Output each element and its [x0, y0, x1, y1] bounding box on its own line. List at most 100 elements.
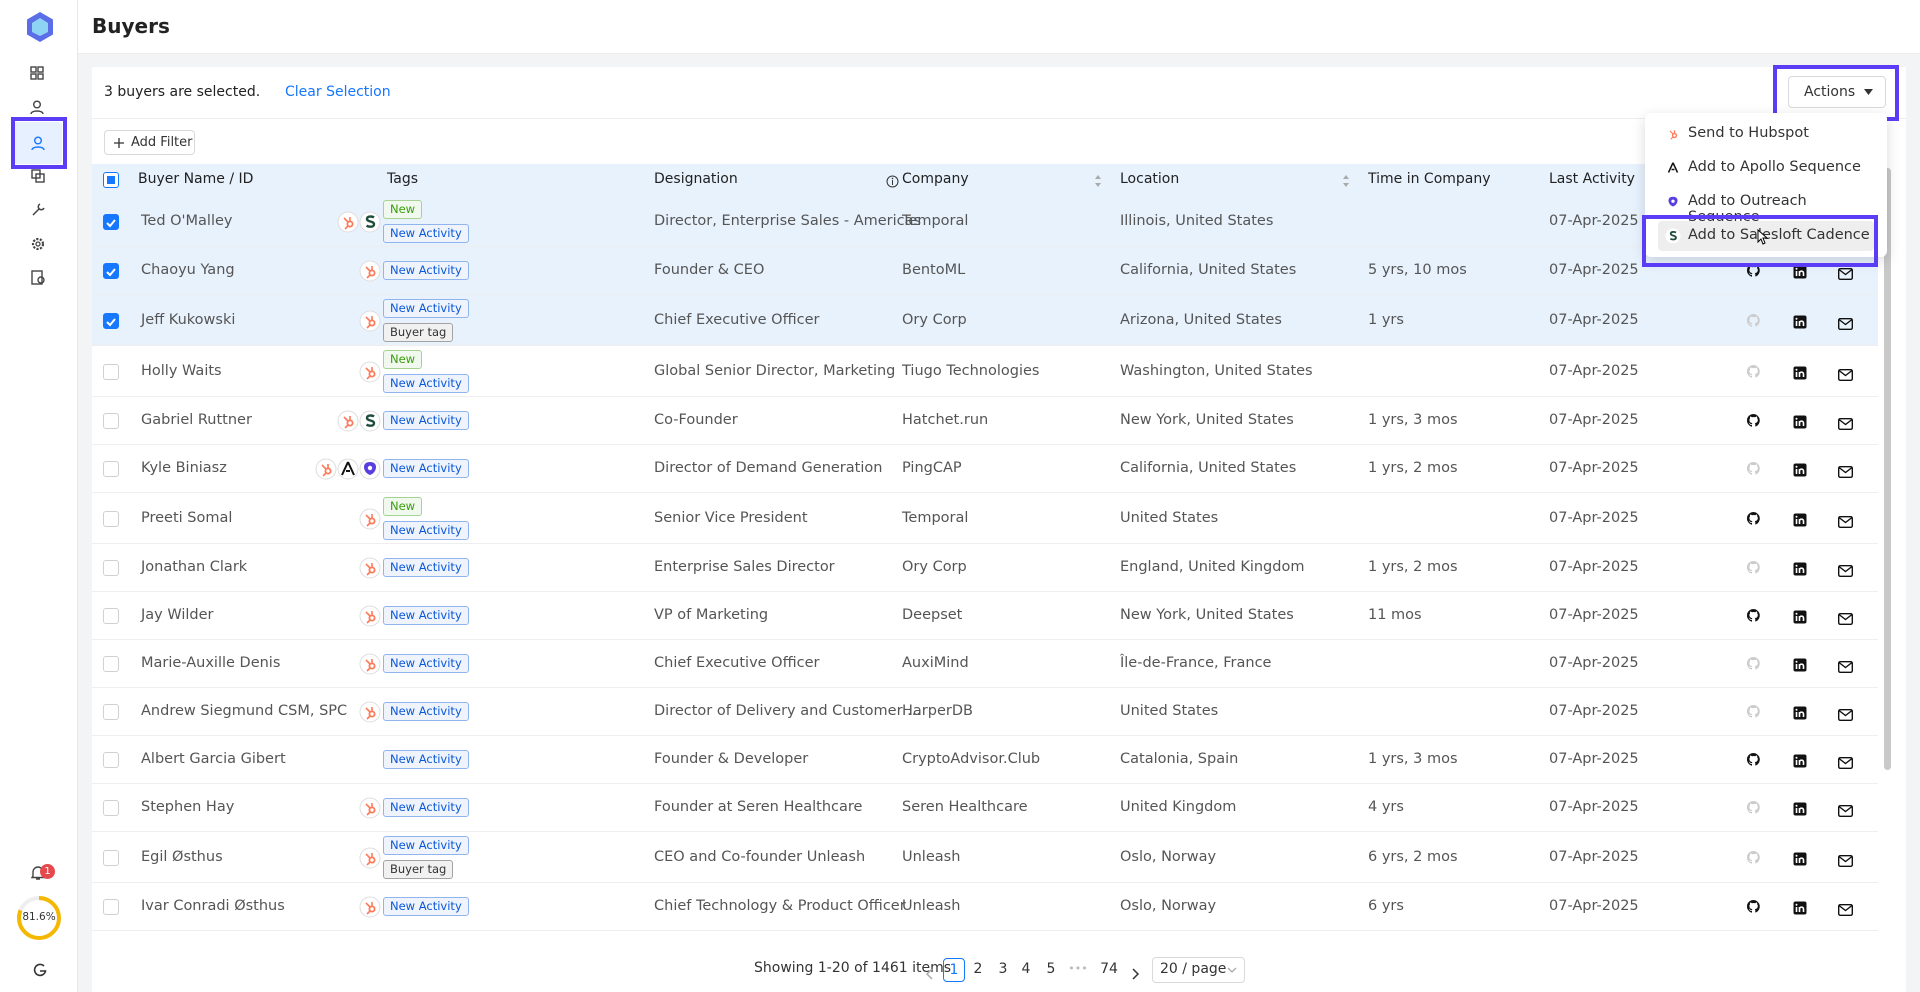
nav-reports[interactable]: [31, 270, 45, 285]
table-row[interactable]: [92, 346, 1878, 397]
tag[interactable]: New Activity: [383, 223, 469, 243]
row-checkbox[interactable]: [103, 560, 119, 576]
buyer-name[interactable]: Jonathan Clark: [141, 559, 248, 575]
prev-page[interactable]: [925, 965, 933, 984]
tag[interactable]: Buyer tag: [383, 322, 454, 342]
linkedin-icon[interactable]: [1793, 609, 1807, 624]
scrollbar[interactable]: [1884, 168, 1891, 770]
row-checkbox[interactable]: [103, 704, 119, 720]
tag[interactable]: New Activity: [383, 835, 469, 855]
tag[interactable]: New: [383, 349, 423, 369]
linkedin-icon[interactable]: [1793, 801, 1807, 816]
menu-item[interactable]: Add to Apollo Sequence: [1658, 153, 1874, 183]
nav-buyers[interactable]: [31, 136, 45, 151]
linkedin-icon[interactable]: [1793, 561, 1807, 576]
github-icon[interactable]: [1746, 608, 1761, 623]
tag[interactable]: New Activity: [383, 897, 469, 916]
source-icon[interactable]: [359, 310, 381, 332]
buyer-name[interactable]: Chaoyu Yang: [141, 262, 235, 278]
column-header[interactable]: Time in Company: [1368, 171, 1491, 187]
github-icon[interactable]: [1746, 850, 1761, 865]
sort-icon[interactable]: [1094, 173, 1102, 192]
source-icon[interactable]: [359, 508, 381, 530]
tag[interactable]: New Activity: [383, 520, 469, 540]
linkedin-icon[interactable]: [1793, 657, 1807, 672]
source-icon[interactable]: [359, 557, 381, 579]
table-row[interactable]: [92, 493, 1878, 544]
row-checkbox[interactable]: [103, 752, 119, 768]
mail-icon[interactable]: [1837, 366, 1854, 381]
github-icon[interactable]: [1746, 461, 1761, 476]
row-checkbox[interactable]: [103, 608, 119, 624]
header-checkbox[interactable]: [103, 172, 119, 188]
tag[interactable]: New Activity: [383, 750, 469, 769]
mail-icon[interactable]: [1837, 463, 1854, 479]
linkedin-icon[interactable]: [1793, 414, 1807, 429]
table-row[interactable]: [92, 688, 1878, 736]
column-header[interactable]: Last Activity: [1549, 171, 1635, 187]
linkedin-icon[interactable]: [1793, 705, 1807, 720]
buyer-name[interactable]: Kyle Biniasz: [141, 460, 227, 476]
menu-item[interactable]: Add to Salesloft Cadence: [1658, 221, 1874, 251]
mail-icon[interactable]: [1837, 315, 1854, 330]
github-icon[interactable]: [1746, 899, 1761, 914]
tag[interactable]: New Activity: [383, 558, 469, 577]
nav-tools[interactable]: [31, 203, 45, 217]
row-checkbox[interactable]: [103, 849, 119, 866]
column-header[interactable]: Location: [1120, 171, 1180, 187]
linkedin-icon[interactable]: [1793, 851, 1807, 865]
sort-icon[interactable]: [1342, 173, 1350, 192]
github-icon[interactable]: [1746, 560, 1761, 575]
github-icon[interactable]: [1746, 511, 1761, 526]
clear-selection[interactable]: Clear Selection: [285, 84, 391, 100]
tag[interactable]: New Activity: [383, 798, 469, 817]
next-page[interactable]: [1132, 965, 1140, 984]
buyer-name[interactable]: Ivar Conradi Østhus: [141, 898, 285, 914]
page-number[interactable]: 74: [1100, 961, 1118, 977]
github-icon[interactable]: [1746, 800, 1761, 815]
buyer-name[interactable]: Albert Garcia Gibert: [141, 751, 286, 767]
mail-icon[interactable]: [1837, 562, 1854, 578]
column-header[interactable]: Tags: [387, 171, 418, 187]
page-size-select[interactable]: 20 / page: [1152, 957, 1245, 983]
source-icon[interactable]: [359, 211, 381, 233]
linkedin-icon[interactable]: [1793, 900, 1807, 915]
table-row[interactable]: [92, 832, 1878, 883]
collapse-icon[interactable]: [33, 963, 47, 977]
github-icon[interactable]: [1746, 704, 1761, 719]
row-checkbox[interactable]: [103, 461, 119, 477]
tag[interactable]: New: [383, 496, 423, 516]
tag[interactable]: Buyer tag: [383, 859, 454, 879]
table-row[interactable]: [92, 592, 1878, 640]
tag[interactable]: New Activity: [383, 261, 469, 280]
source-icon[interactable]: [359, 797, 381, 819]
table-row[interactable]: [92, 397, 1878, 445]
row-checkbox[interactable]: [103, 413, 119, 429]
buyer-name[interactable]: Egil Østhus: [141, 848, 223, 865]
buyer-name[interactable]: Jeff Kukowski: [141, 311, 236, 328]
column-header[interactable]: Company: [902, 171, 969, 187]
source-icon[interactable]: [359, 896, 381, 918]
github-icon[interactable]: [1746, 656, 1761, 671]
source-icon[interactable]: [315, 458, 337, 480]
source-icon[interactable]: [359, 701, 381, 723]
github-icon[interactable]: [1746, 263, 1761, 278]
linkedin-icon[interactable]: [1793, 512, 1807, 526]
nav-dashboard[interactable]: [30, 66, 44, 80]
logo[interactable]: [25, 11, 55, 43]
linkedin-icon[interactable]: [1793, 314, 1807, 328]
mail-icon[interactable]: [1837, 415, 1854, 431]
buyer-name[interactable]: Jay Wilder: [141, 607, 214, 623]
page-number[interactable]: 4: [1021, 961, 1031, 977]
mail-icon[interactable]: [1837, 901, 1854, 917]
github-icon[interactable]: [1746, 752, 1761, 767]
row-checkbox[interactable]: [103, 656, 119, 672]
source-icon[interactable]: [337, 410, 359, 432]
mail-icon[interactable]: [1837, 706, 1854, 722]
tag[interactable]: New Activity: [383, 459, 469, 478]
row-checkbox[interactable]: [103, 363, 119, 380]
add-filter-button[interactable]: Add Filter: [104, 130, 195, 155]
mail-icon[interactable]: [1837, 658, 1854, 674]
tag[interactable]: New Activity: [383, 411, 469, 430]
table-row[interactable]: [92, 640, 1878, 688]
